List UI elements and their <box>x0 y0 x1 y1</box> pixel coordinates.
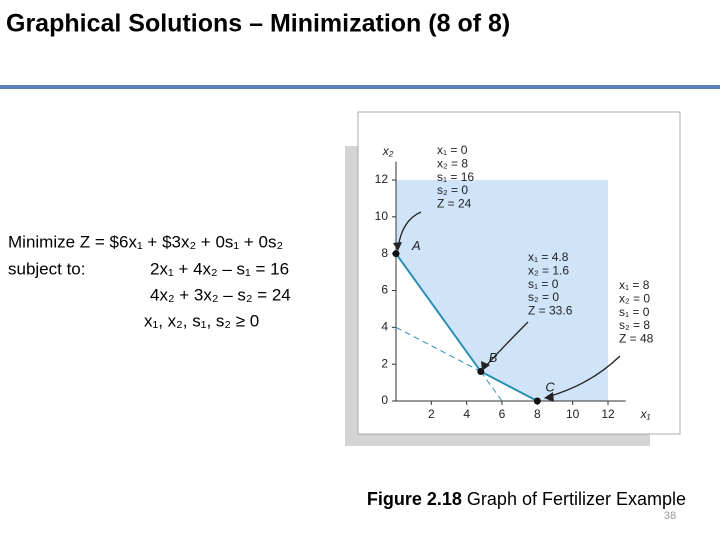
title-rule <box>0 85 720 89</box>
y-tick-label: 12 <box>375 172 389 186</box>
arrow-head <box>544 392 554 402</box>
point-label: A <box>411 238 421 253</box>
arrow-head <box>393 242 402 251</box>
y-tick-label: 4 <box>381 320 388 334</box>
y-axis-label: x₂ <box>382 144 394 158</box>
feasible-region <box>396 180 608 401</box>
annotation-line: s₁ = 16 <box>437 170 474 184</box>
x-tick-label: 2 <box>428 407 435 421</box>
x-tick-label: 8 <box>534 407 541 421</box>
annotation-line: s₁ = 0 <box>528 277 559 291</box>
constraint: 4x₂ + 3x₂ – s₂ = 24 <box>150 285 291 304</box>
y-tick-label: 0 <box>381 393 388 407</box>
x-tick-label: 12 <box>601 407 615 421</box>
annotation-line: Z = 33.6 <box>528 303 573 317</box>
annotation-line: s₂ = 8 <box>619 318 650 332</box>
arrow-head <box>481 361 490 371</box>
caption-label: Figure 2.18 <box>367 489 462 509</box>
x-tick-label: 10 <box>566 407 580 421</box>
annotation-line: Z = 48 <box>619 331 654 345</box>
y-tick-label: 2 <box>381 356 388 370</box>
y-tick-label: 8 <box>381 246 388 260</box>
constraint: x₁, x₂, s₁, s₂ ≥ 0 <box>144 311 259 330</box>
x-tick-label: 6 <box>499 407 506 421</box>
slide-title: Graphical Solutions – Minimization (8 of… <box>6 10 510 38</box>
objective: Minimize Z = $6x₁ + $3x₂ + 0s₁ + 0s₂ <box>8 232 283 251</box>
annotation-line: x₂ = 1.6 <box>528 263 569 277</box>
annotation-line: x₁ = 0 <box>437 143 468 157</box>
x-axis-label: x₁ <box>640 407 651 421</box>
x-tick-label: 4 <box>463 407 470 421</box>
annotation-line: s₂ = 0 <box>437 183 468 197</box>
arrow <box>546 355 621 398</box>
point-label: C <box>545 379 555 394</box>
y-tick-label: 6 <box>381 283 388 297</box>
caption: Figure 2.18 Graph of Fertilizer Example <box>367 489 686 509</box>
annotation-line: x₂ = 0 <box>619 291 650 305</box>
annotation-line: Z = 24 <box>437 196 472 210</box>
annotation-line: x₁ = 8 <box>619 278 650 292</box>
annotation-line: x₁ = 4.8 <box>528 250 569 264</box>
constraint-line <box>480 371 503 402</box>
annotation-line: s₁ = 0 <box>619 305 650 319</box>
subject-to: subject to: <box>8 259 86 278</box>
page-number: 38 <box>664 510 676 522</box>
constraint: 2x₁ + 4x₂ – s₁ = 16 <box>150 259 289 278</box>
constraint-line <box>395 326 482 372</box>
annotation-line: s₂ = 0 <box>528 290 559 304</box>
y-tick-label: 10 <box>375 209 389 223</box>
annotation-line: x₂ = 8 <box>437 156 468 170</box>
solution-point <box>392 250 400 258</box>
solution-point <box>533 397 541 405</box>
caption-text: Graph of Fertilizer Example <box>467 489 686 509</box>
